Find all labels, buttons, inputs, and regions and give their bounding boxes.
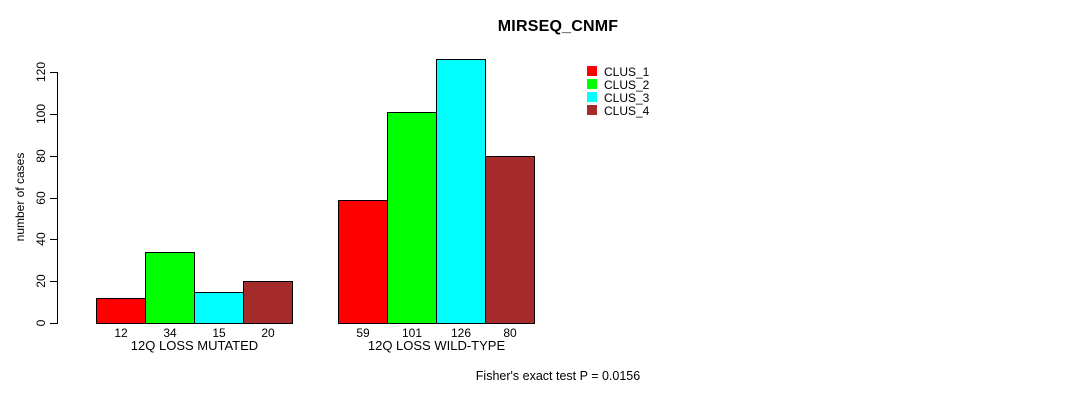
y-axis-tick	[50, 72, 57, 73]
bar-clus_1-group2	[338, 200, 388, 324]
legend-swatch-icon	[587, 105, 597, 115]
bar-value-label: 59	[356, 326, 370, 340]
y-axis-tick	[50, 323, 57, 324]
chart-title: MIRSEQ_CNMF	[497, 18, 619, 35]
y-axis-tick	[50, 156, 57, 157]
bar-value-label: 20	[261, 326, 275, 340]
y-axis-tick	[50, 114, 57, 115]
y-axis-tick-label: 20	[34, 274, 48, 288]
bar-clus_4-group1	[243, 281, 293, 324]
bar-value-label: 101	[401, 326, 423, 340]
y-axis-tick	[50, 281, 57, 282]
legend-label: CLUS_3	[604, 91, 650, 105]
legend-label: CLUS_2	[604, 78, 650, 92]
category-label: 12Q LOSS MUTATED	[130, 338, 259, 353]
legend-label: CLUS_1	[604, 65, 650, 79]
bar-clus_3-group1	[194, 292, 244, 324]
bar-clus_2-group2	[387, 112, 437, 324]
fisher-test-annotation: Fisher's exact test P = 0.0156	[475, 369, 641, 383]
y-axis-tick-label: 80	[34, 149, 48, 163]
bar-value-label: 126	[450, 326, 472, 340]
legend-label: CLUS_4	[604, 104, 650, 118]
y-axis-tick	[50, 198, 57, 199]
bar-value-label: 80	[503, 326, 517, 340]
bar-clus_1-group1	[96, 298, 146, 324]
legend-swatch-icon	[587, 92, 597, 102]
legend-swatch-icon	[587, 79, 597, 89]
bar-value-label: 15	[212, 326, 226, 340]
y-axis-tick-label: 40	[34, 232, 48, 246]
bar-value-label: 34	[163, 326, 177, 340]
bar-clus_3-group2	[436, 59, 486, 324]
y-axis	[57, 72, 58, 324]
y-axis-tick-label: 0	[34, 319, 48, 327]
category-label: 12Q LOSS WILD-TYPE	[367, 338, 506, 353]
y-axis-tick-label: 100	[34, 103, 48, 125]
y-axis-tick-label: 60	[34, 191, 48, 205]
bar-clus_4-group2	[485, 156, 535, 324]
legend-swatch-icon	[587, 66, 597, 76]
bar-clus_2-group1	[145, 252, 195, 324]
y-axis-tick	[50, 239, 57, 240]
y-axis-tick-label: 120	[34, 61, 48, 83]
bar-value-label: 12	[114, 326, 128, 340]
